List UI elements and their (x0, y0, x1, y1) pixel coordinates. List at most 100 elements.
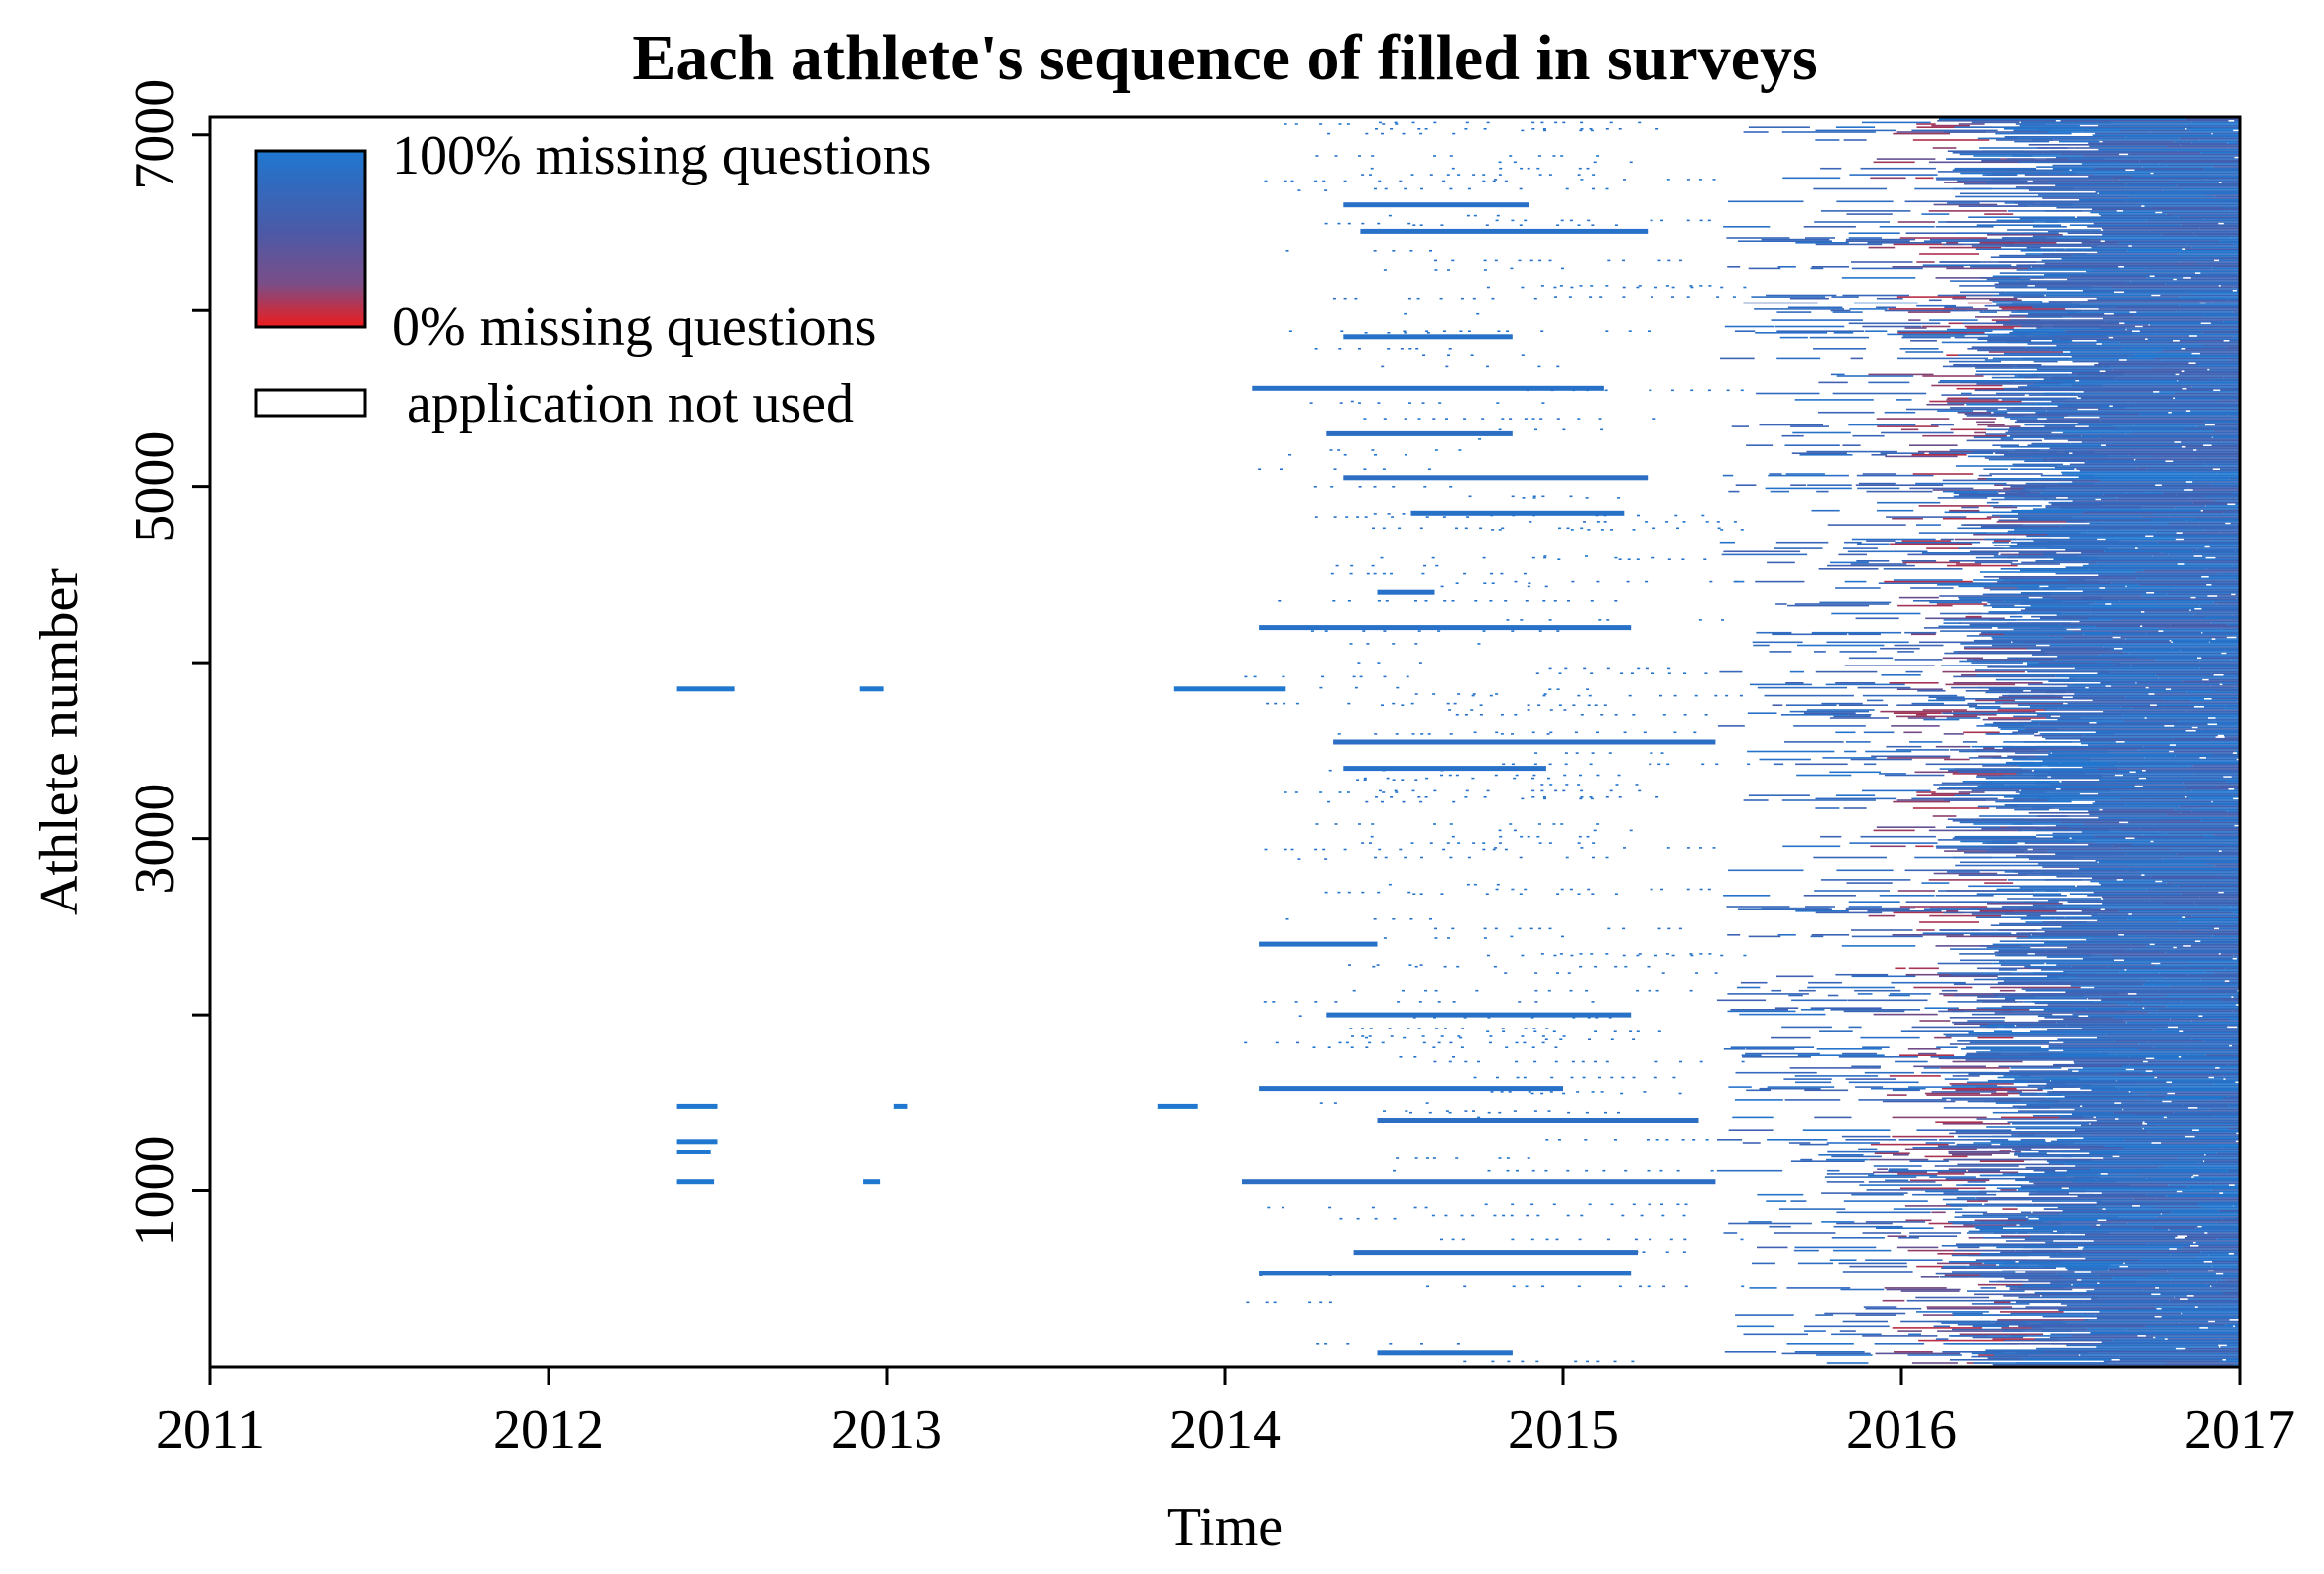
survey-span (2204, 887, 2240, 889)
survey-span (2169, 1229, 2240, 1231)
survey-span (1974, 1225, 2090, 1228)
survey-span (2229, 980, 2240, 982)
survey-mark (1498, 174, 1502, 176)
survey-segment (676, 686, 735, 692)
survey-span (2034, 734, 2084, 737)
survey-span (2056, 614, 2100, 616)
survey-span (2184, 563, 2240, 565)
survey-mark (1521, 1035, 1525, 1037)
survey-span (2042, 866, 2187, 868)
survey-span (1803, 712, 1856, 714)
survey-span (1802, 1129, 1891, 1131)
survey-span (1987, 425, 2021, 427)
survey-span (1980, 525, 2061, 528)
survey-span (1937, 497, 1988, 499)
survey-span (2204, 167, 2240, 170)
survey-span (1827, 1150, 1899, 1153)
survey-span (1943, 911, 2093, 914)
survey-span (1868, 1174, 1938, 1177)
survey-mark (1382, 527, 1386, 530)
survey-mark (1647, 965, 1651, 968)
survey-span (2109, 302, 2200, 304)
survey-span (2154, 1306, 2195, 1308)
survey-mark (1417, 1028, 1421, 1029)
survey-mark (1319, 791, 1323, 793)
survey-span (1936, 698, 2029, 700)
survey-mark (1587, 219, 1591, 222)
survey-span (1827, 994, 1839, 997)
survey-span (1971, 1355, 2120, 1358)
survey-span (2210, 258, 2240, 260)
survey-span (1996, 521, 2088, 523)
survey-mark (1446, 702, 1450, 705)
survey-span (2019, 887, 2205, 889)
survey-span (2212, 800, 2240, 803)
survey-span (2119, 341, 2240, 344)
survey-span (2044, 438, 2240, 440)
survey-span (2024, 424, 2133, 426)
survey-span (2172, 641, 2209, 644)
survey-span (1906, 408, 1998, 411)
survey-span (2099, 670, 2240, 673)
survey-mark (1408, 402, 1411, 404)
survey-span (1935, 277, 2021, 279)
survey-span (2031, 720, 2124, 722)
survey-span (2009, 545, 2205, 548)
survey-span (2080, 628, 2222, 631)
survey-span (2103, 365, 2240, 368)
survey-mark (1585, 1169, 1589, 1172)
survey-span (2103, 1299, 2170, 1302)
survey-mark (1491, 1360, 1495, 1363)
survey-mark (1686, 847, 1690, 849)
survey-span (2067, 1269, 2109, 1271)
survey-span (1825, 683, 1905, 686)
survey-mark (1399, 848, 1403, 851)
survey-span (1795, 1081, 1832, 1084)
survey-mark (1712, 179, 1716, 181)
survey-span (2068, 826, 2240, 828)
survey-span (2166, 813, 2240, 816)
survey-span (2035, 560, 2122, 562)
survey-span (2073, 457, 2194, 459)
survey-span (2212, 1265, 2240, 1268)
survey-span (1928, 699, 1966, 702)
survey-span (2139, 413, 2240, 416)
survey-mark (1556, 418, 1560, 420)
survey-span (2028, 981, 2072, 984)
survey-span (2011, 311, 2075, 313)
survey-span (2162, 858, 2240, 860)
survey-mark (1506, 619, 1510, 621)
survey-span (1755, 332, 1828, 334)
survey-span (2027, 1216, 2157, 1218)
survey-span (1941, 989, 1958, 992)
survey-mark (1495, 888, 1499, 891)
survey-span (2166, 882, 2240, 884)
survey-span (2156, 1330, 2240, 1332)
survey-span (2222, 1171, 2240, 1174)
survey-mark (1621, 1214, 1625, 1217)
survey-span (2065, 1267, 2240, 1269)
survey-span (2192, 1035, 2240, 1037)
survey-mark (1487, 1017, 1491, 1019)
survey-span (2201, 1225, 2240, 1228)
survey-span (1833, 715, 1871, 718)
survey-mark (1548, 619, 1552, 621)
survey-span (1982, 1001, 2024, 1003)
survey-span (2043, 1208, 2103, 1210)
survey-span (2004, 804, 2126, 806)
survey-span (1956, 1143, 1992, 1146)
survey-mark (1548, 259, 1552, 262)
survey-mark (1483, 269, 1487, 271)
survey-span (2086, 270, 2240, 273)
survey-mark (1591, 224, 1595, 226)
survey-span (1911, 129, 1998, 132)
survey-span (1887, 1235, 1907, 1237)
survey-mark (1375, 796, 1378, 798)
survey-mark (1328, 1206, 1332, 1209)
survey-mark (1463, 1017, 1467, 1019)
survey-span (2159, 1287, 2240, 1289)
survey-mark (1440, 893, 1444, 895)
survey-span (1889, 1075, 1941, 1077)
survey-span (1988, 688, 2071, 690)
survey-mark (1457, 174, 1461, 176)
